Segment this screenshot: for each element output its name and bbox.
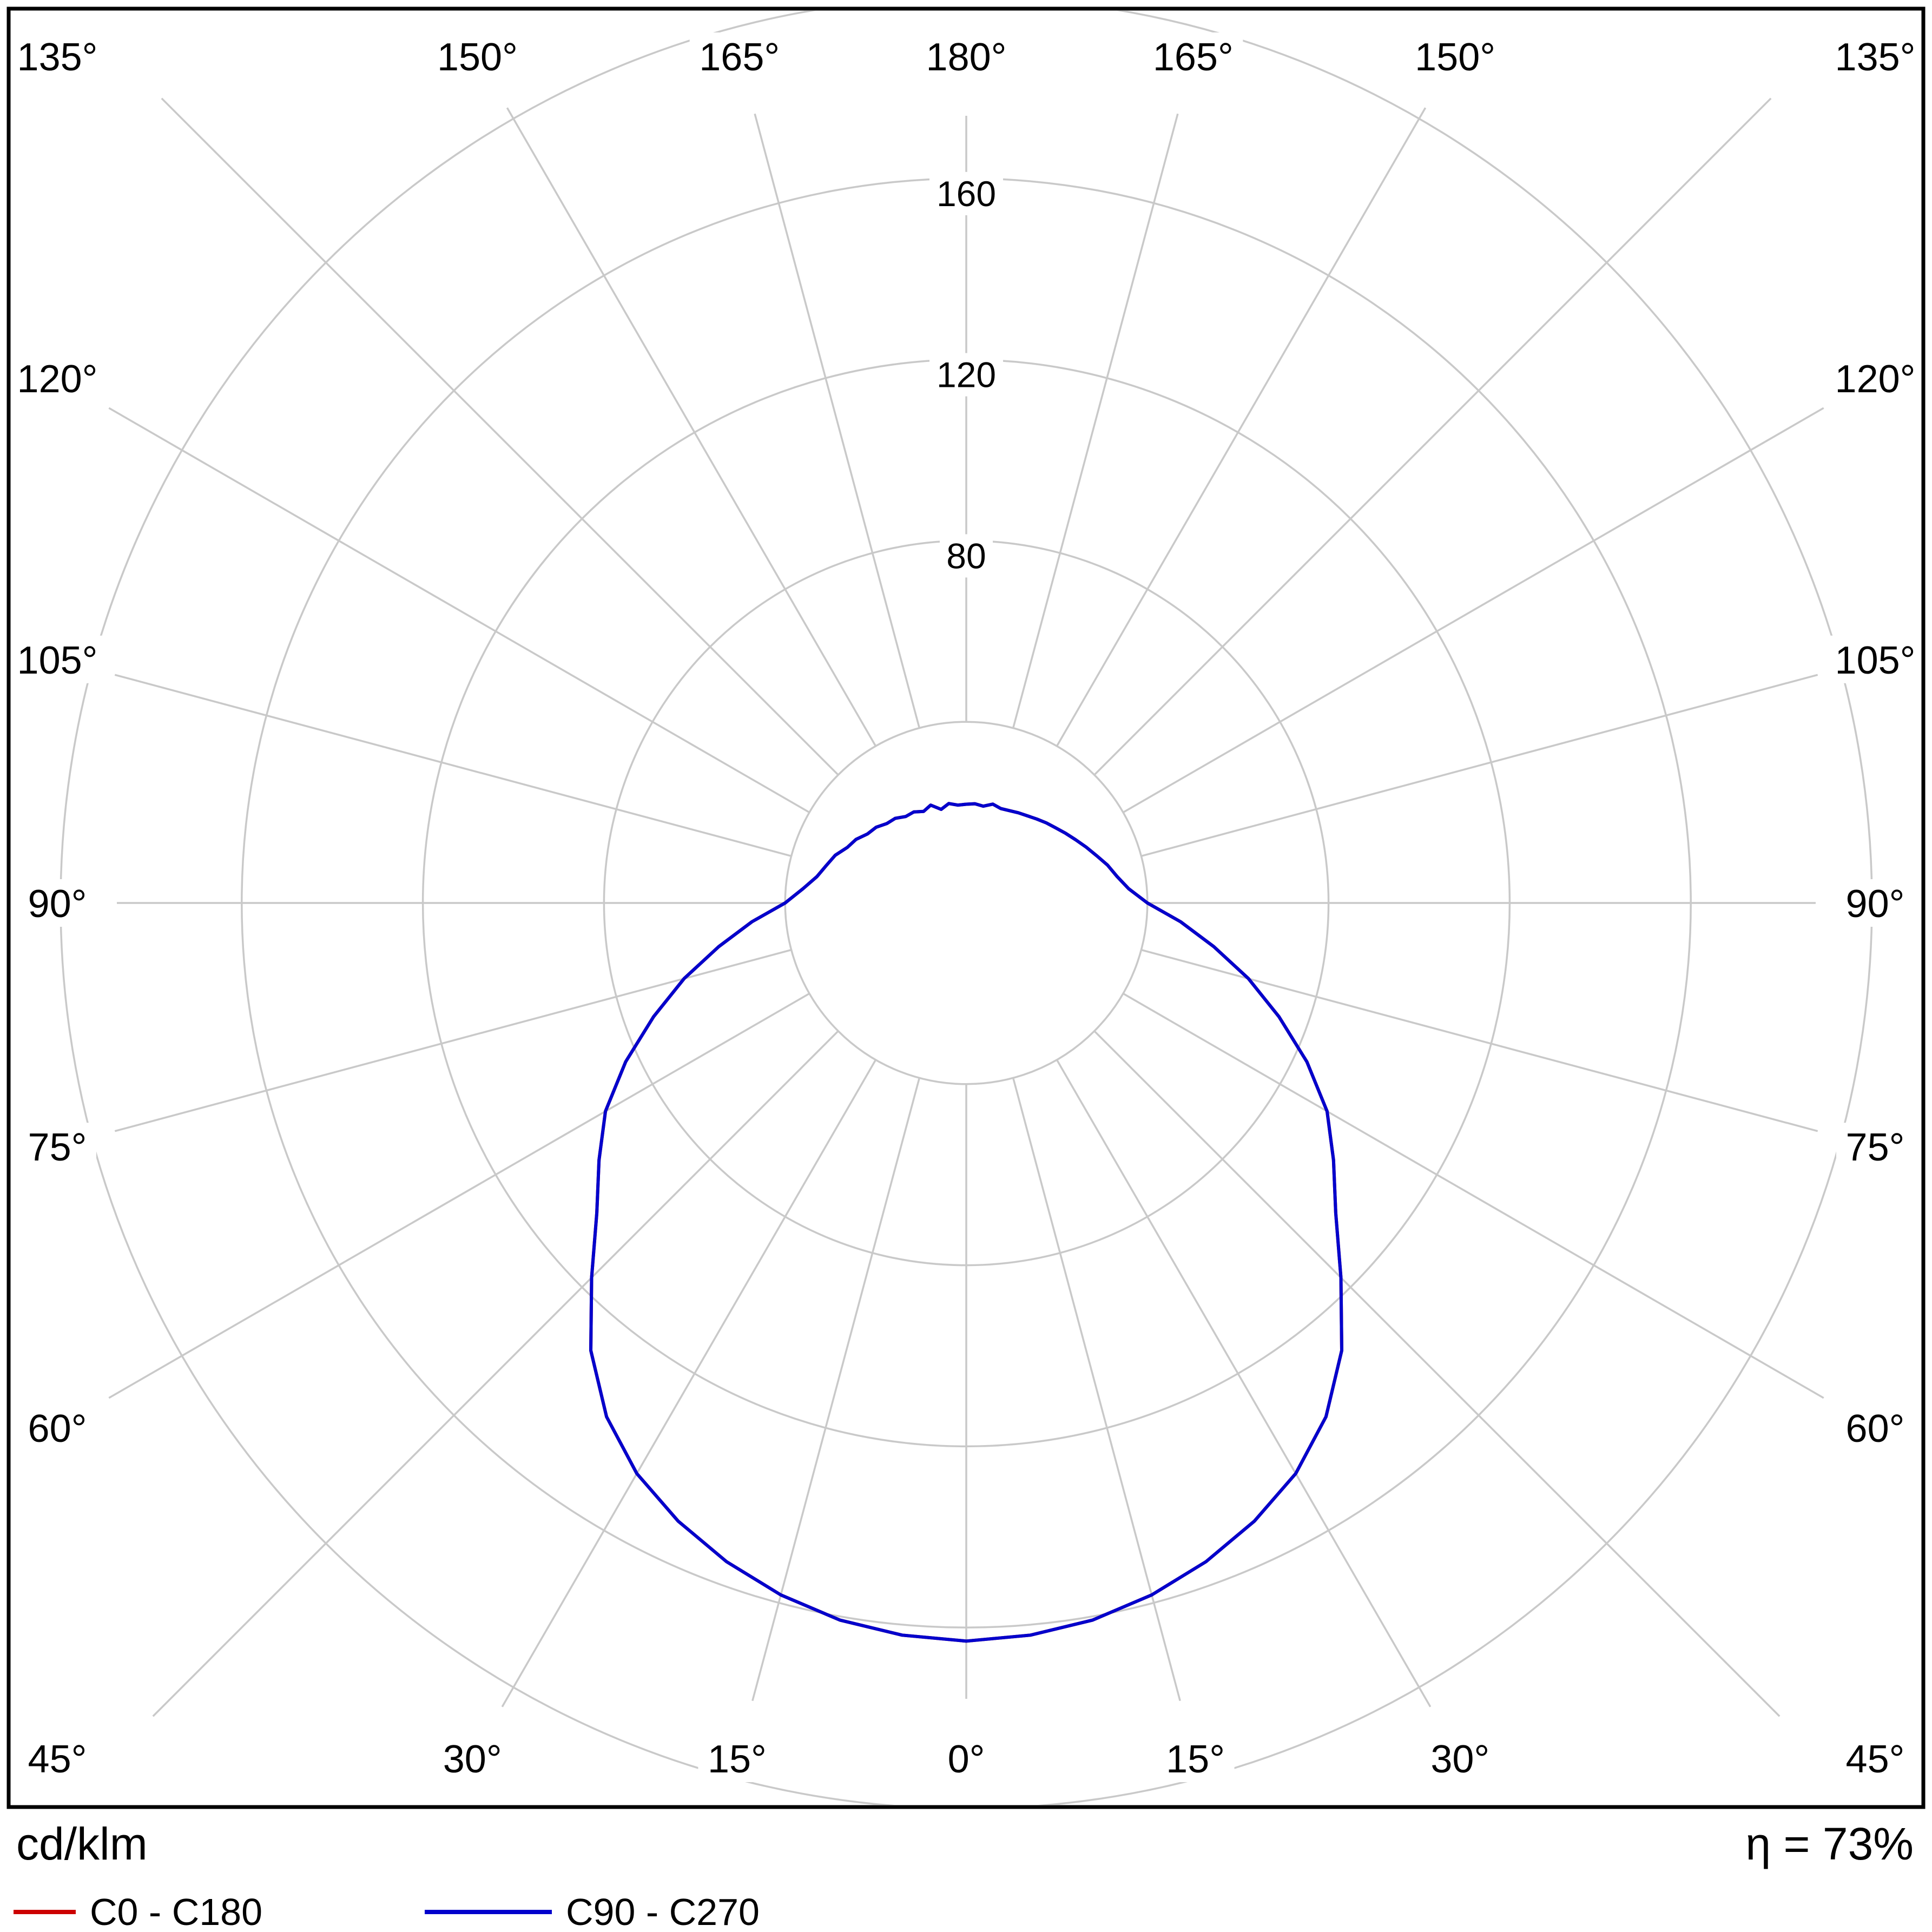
angle-tick-label: 60° bbox=[28, 1407, 87, 1450]
angle-tick-label: 0° bbox=[948, 1738, 985, 1781]
angle-tick-label: 135° bbox=[1835, 36, 1916, 79]
angle-tick-label: 165° bbox=[1153, 36, 1234, 79]
angle-tick-label: 150° bbox=[1415, 36, 1495, 79]
legend: C0 - C180 C90 - C270 bbox=[0, 1890, 1932, 1932]
angle-tick-label: 60° bbox=[1846, 1407, 1905, 1450]
angle-tick-label: 105° bbox=[1835, 639, 1916, 682]
angle-labels: 0° 15° 15° 30° 30° 45° 45° 60° 60° 75° 75° 90° 90° 10… bbox=[8, 32, 1925, 1782]
angle-tick-label: 165° bbox=[699, 36, 780, 79]
angle-tick-label: 15° bbox=[1166, 1738, 1225, 1781]
angle-tick-label: 135° bbox=[17, 36, 98, 79]
angle-tick-label: 45° bbox=[1846, 1738, 1905, 1781]
unit-label: cd/klm bbox=[16, 1818, 148, 1869]
legend-item-c0: C0 - C180 bbox=[14, 1890, 262, 1932]
polar-grid bbox=[60, 11, 1873, 1805]
angle-tick-label: 30° bbox=[1430, 1738, 1489, 1781]
angle-tick-label: 90° bbox=[1846, 882, 1905, 926]
angle-tick-label: 30° bbox=[443, 1738, 502, 1781]
angle-tick-label: 105° bbox=[17, 639, 98, 682]
curve-c90-c270 bbox=[589, 802, 1343, 1643]
angle-tick-label: 120° bbox=[17, 358, 98, 401]
angle-tick-label: 75° bbox=[1846, 1126, 1905, 1169]
angle-tick-label: 120° bbox=[1835, 358, 1916, 401]
legend-label-c0: C0 - C180 bbox=[90, 1891, 263, 1932]
legend-swatch-c90-icon bbox=[425, 1910, 552, 1914]
angle-tick-label: 15° bbox=[708, 1738, 767, 1781]
radial-tick-label: 120 bbox=[937, 355, 996, 395]
radial-tick-label: 80 bbox=[946, 536, 986, 576]
angle-tick-label: 180° bbox=[926, 36, 1007, 79]
radial-labels: 80 120 160 bbox=[929, 172, 1003, 578]
radial-tick-label: 160 bbox=[937, 174, 996, 214]
legend-label-c90: C90 - C270 bbox=[566, 1891, 760, 1932]
angle-tick-label: 75° bbox=[28, 1126, 87, 1169]
legend-item-c90: C90 - C270 bbox=[425, 1890, 760, 1932]
legend-swatch-c0-icon bbox=[14, 1910, 76, 1914]
efficiency-label: η = 73% bbox=[1745, 1818, 1914, 1869]
chart-frame bbox=[6, 6, 1926, 1809]
angle-tick-label: 150° bbox=[437, 36, 518, 79]
angle-tick-label: 90° bbox=[28, 882, 87, 926]
angle-tick-label: 45° bbox=[28, 1738, 87, 1781]
